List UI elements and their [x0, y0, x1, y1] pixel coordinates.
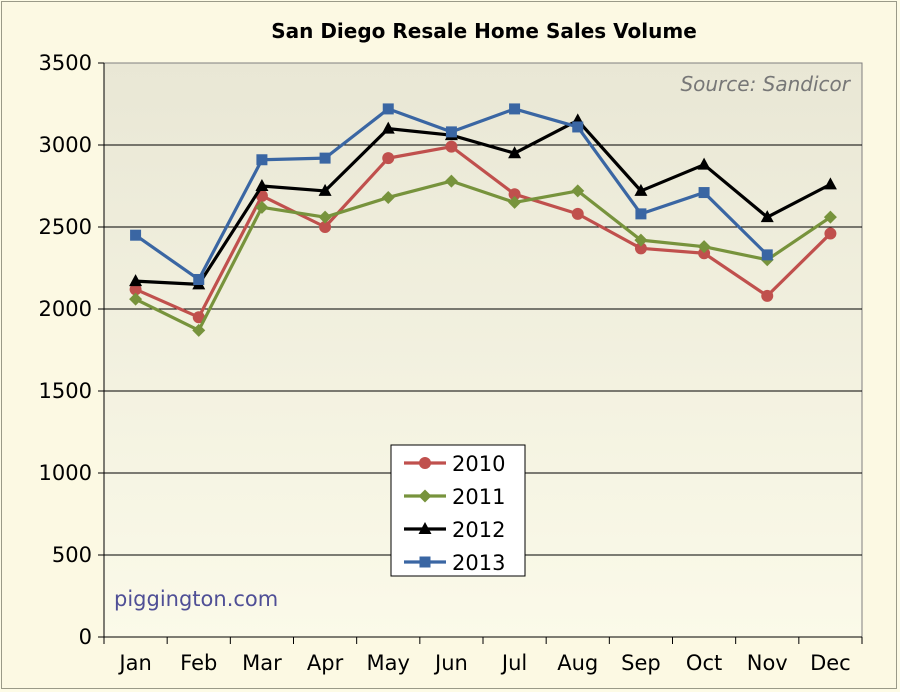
data-point: [761, 249, 773, 261]
data-point: [255, 200, 269, 214]
data-point: [318, 210, 332, 224]
legend-item-2010: 2010: [404, 452, 505, 476]
y-tick-label: 1500: [39, 379, 92, 403]
x-tick-label: Oct: [686, 651, 722, 675]
data-point: [444, 174, 458, 188]
data-point: [760, 210, 774, 223]
y-axis: 0 500 1000 1500 2000 2500 3000 3500: [39, 51, 105, 649]
legend: 2010 2011 2012 2013: [390, 444, 526, 577]
credit-text: piggington.com: [114, 587, 278, 611]
series-layer: [129, 103, 837, 337]
data-point: [823, 177, 837, 190]
data-point: [129, 274, 143, 287]
source-note: Source: Sandicor: [680, 72, 851, 96]
y-tick-label: 2500: [39, 215, 92, 239]
data-point: [318, 183, 332, 196]
data-point: [445, 140, 458, 153]
legend-label: 2010: [452, 452, 505, 476]
legend-label: 2012: [452, 518, 505, 542]
x-tick-label: Aug: [557, 651, 598, 675]
data-point: [698, 247, 711, 260]
legend-marker: [418, 489, 432, 503]
data-point: [129, 283, 142, 296]
data-point: [255, 179, 269, 191]
data-point: [634, 242, 647, 255]
series-2010: [129, 140, 837, 324]
series-line: [134, 145, 832, 319]
x-tick-label: Nov: [747, 651, 788, 675]
data-point: [571, 184, 585, 198]
data-point: [319, 152, 331, 164]
data-point: [572, 121, 584, 133]
data-point: [319, 221, 332, 233]
data-point: [508, 188, 521, 201]
data-point: [382, 152, 395, 165]
x-tick-label: Jul: [500, 651, 527, 675]
legend-item-2011: 2011: [404, 485, 505, 509]
data-point: [192, 311, 205, 324]
data-point: [571, 207, 584, 220]
x-tick-label: May: [367, 651, 410, 675]
data-point: [508, 195, 522, 209]
x-tick-label: Dec: [810, 651, 851, 675]
series-2013: [130, 103, 773, 285]
data-point: [445, 126, 457, 138]
x-tick-label: Jan: [117, 651, 151, 675]
data-point: [634, 233, 648, 247]
series-2011: [129, 174, 837, 337]
y-tick-label: 3000: [39, 133, 92, 157]
data-point: [256, 154, 268, 166]
legend-item-2013: 2013: [404, 551, 505, 575]
data-point: [509, 103, 521, 115]
y-tick-label: 3500: [39, 51, 92, 75]
series-line: [134, 179, 832, 332]
data-point: [129, 292, 143, 306]
x-tick-label: Feb: [180, 651, 217, 675]
legend-box: [390, 444, 526, 577]
legend-marker: [419, 556, 431, 568]
x-tick-label: Mar: [242, 651, 282, 675]
data-point: [761, 289, 774, 302]
data-point: [635, 208, 647, 220]
legend-marker: [418, 522, 432, 534]
data-point: [697, 240, 711, 254]
data-point: [381, 121, 395, 134]
data-point: [824, 227, 837, 240]
y-tick-label: 500: [52, 543, 92, 567]
x-axis: Jan Feb Mar Apr May Jun Jul Aug Sep Oct Nov Dec: [103, 636, 863, 675]
legend-item-2012: 2012: [404, 518, 505, 542]
x-tick-label: Jun: [433, 651, 468, 675]
data-point: [823, 210, 837, 224]
legend-label: 2011: [452, 485, 505, 509]
data-point: [698, 187, 710, 199]
data-point: [193, 273, 205, 285]
x-tick-label: Apr: [307, 651, 344, 675]
data-point: [192, 323, 206, 337]
series-line: [135, 118, 832, 286]
data-point: [381, 190, 395, 204]
y-tick-label: 0: [79, 625, 92, 649]
x-tick-label: Sep: [621, 651, 661, 675]
legend-label: 2013: [452, 551, 505, 575]
y-tick-label: 1000: [39, 461, 92, 485]
legend-marker: [419, 457, 431, 469]
series-2012: [129, 113, 837, 290]
data-point: [382, 103, 394, 115]
chart-title: San Diego Resale Home Sales Volume: [271, 19, 697, 43]
data-point: [130, 229, 142, 241]
data-point: [508, 146, 522, 159]
y-tick-label: 2000: [39, 297, 92, 321]
data-point: [634, 183, 648, 196]
data-point: [697, 157, 711, 170]
